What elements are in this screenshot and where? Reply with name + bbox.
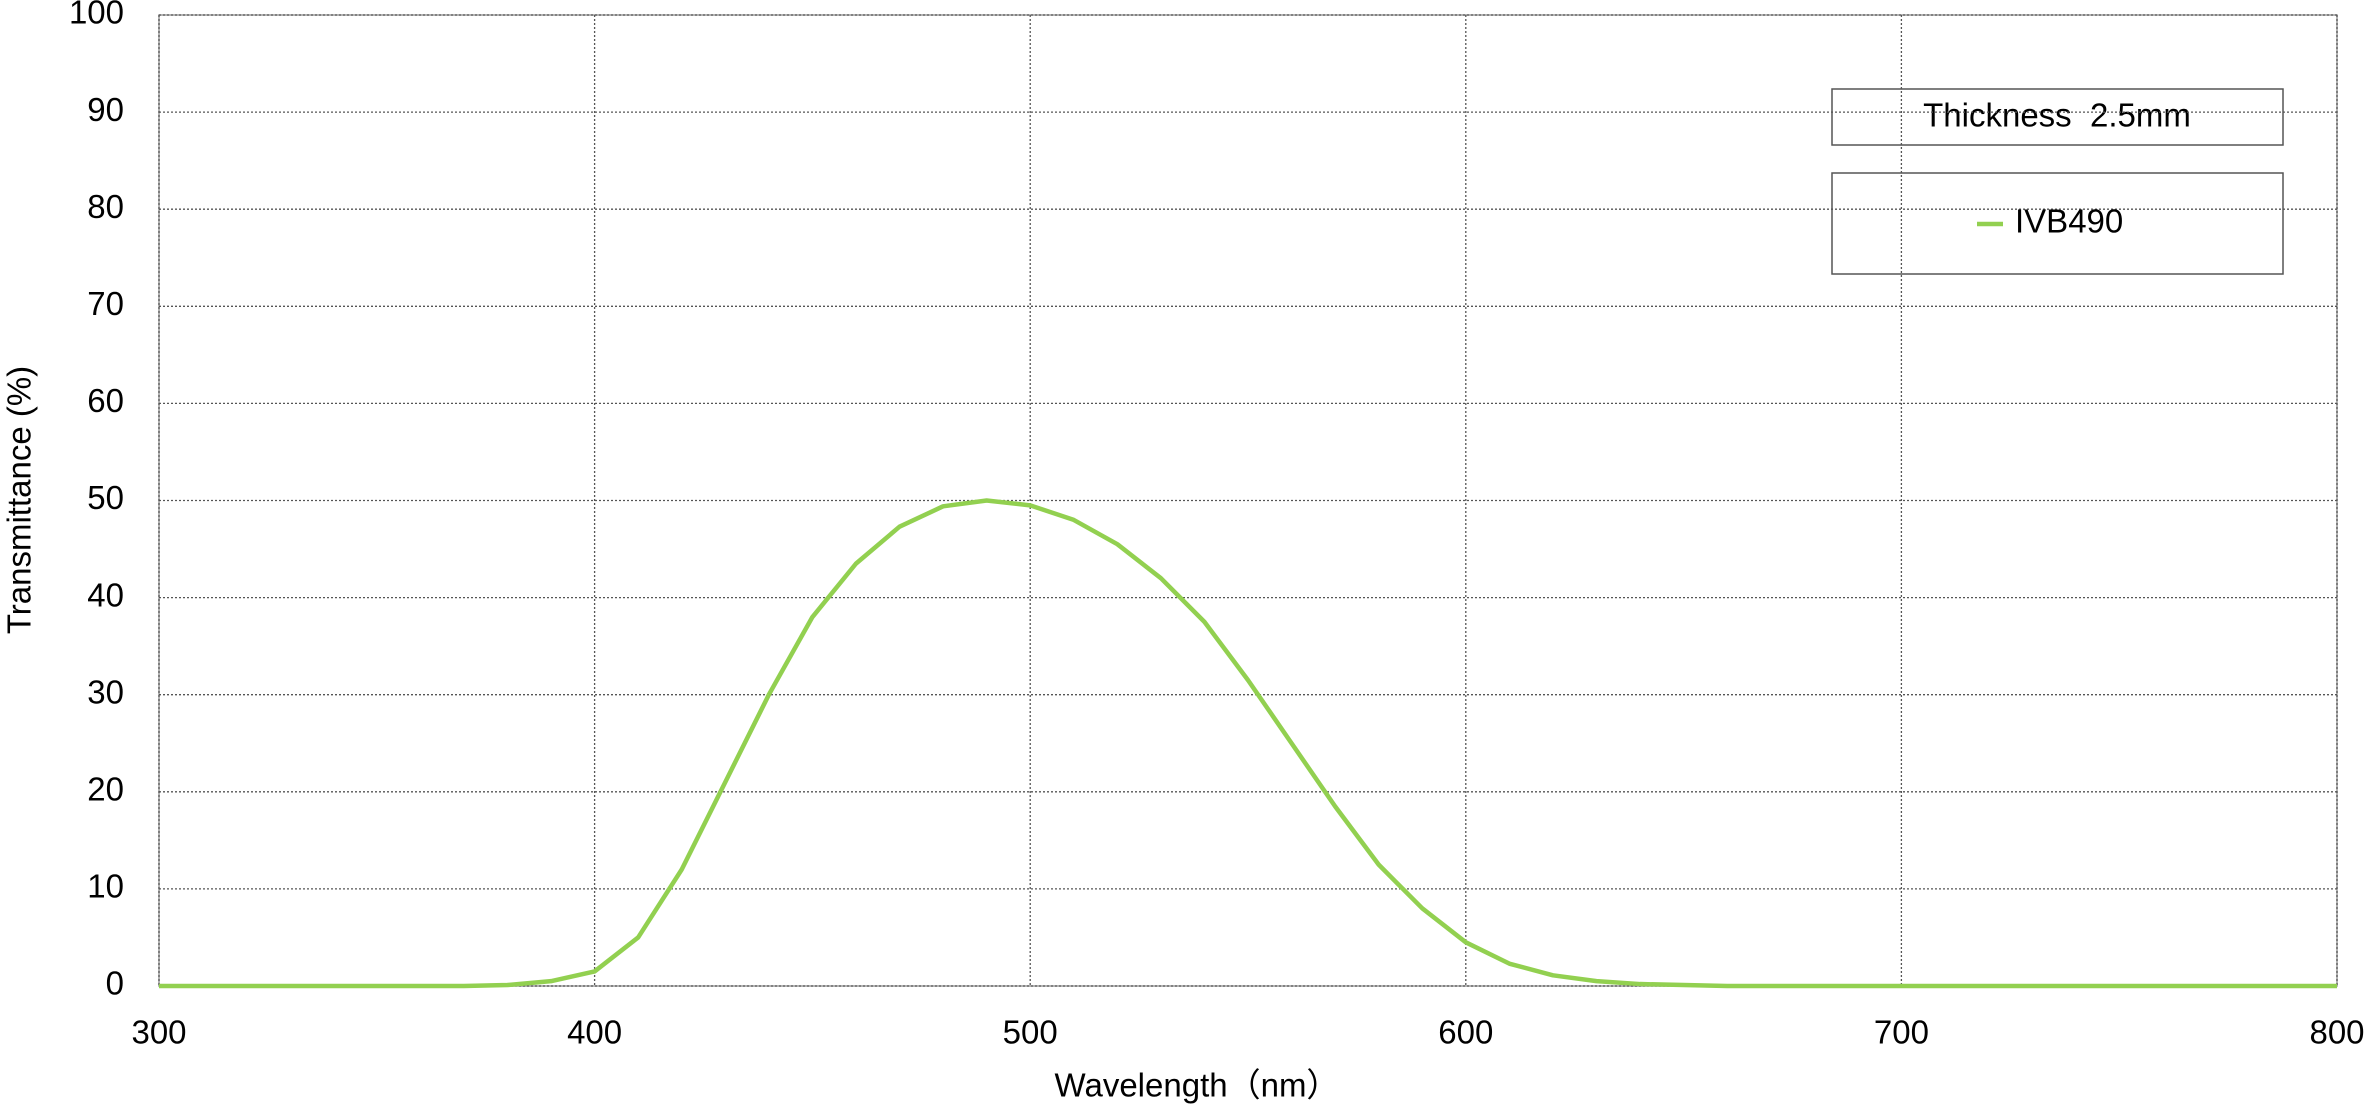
annotation: Thickness 2.5mm bbox=[1923, 97, 2191, 134]
annotation-box bbox=[1831, 88, 2284, 146]
y-tick-label: 40 bbox=[87, 576, 124, 613]
x-tick-label: 400 bbox=[567, 1014, 622, 1051]
y-tick-label: 80 bbox=[87, 188, 124, 225]
x-tick-label: 500 bbox=[1003, 1014, 1058, 1051]
x-tick-label: 600 bbox=[1438, 1014, 1493, 1051]
x-tick-label: 300 bbox=[131, 1014, 186, 1051]
legend-label: IVB490 bbox=[2015, 203, 2123, 240]
y-tick-label: 50 bbox=[87, 479, 124, 516]
x-tick-label: 700 bbox=[1874, 1014, 1929, 1051]
legend bbox=[1831, 172, 2284, 275]
y-tick-label: 90 bbox=[87, 91, 124, 128]
y-tick-label: 20 bbox=[87, 771, 124, 808]
y-tick-label: 10 bbox=[87, 868, 124, 905]
y-axis-label: Transmittance (%) bbox=[1, 366, 38, 634]
y-tick-label: 100 bbox=[69, 0, 124, 31]
x-axis-label: Wavelength（nm） bbox=[1055, 1067, 1340, 1104]
y-tick-label: 30 bbox=[87, 673, 124, 710]
data-line bbox=[159, 498, 2337, 989]
y-tick-label: 60 bbox=[87, 382, 124, 419]
y-tick-label: 70 bbox=[87, 285, 124, 322]
y-tick-label: 0 bbox=[106, 965, 124, 1002]
x-tick-label: 800 bbox=[2309, 1014, 2364, 1051]
